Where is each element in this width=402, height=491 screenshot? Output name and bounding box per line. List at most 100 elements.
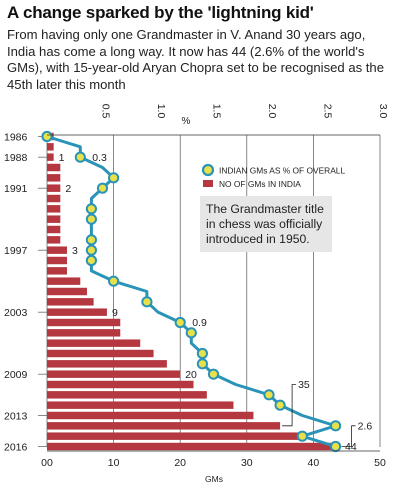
year-tick-label: 1988 <box>4 152 28 164</box>
bar <box>47 246 67 254</box>
line-marker <box>207 368 220 380</box>
line-marker <box>196 358 208 370</box>
line-marker <box>108 275 120 287</box>
line-marker <box>174 316 186 329</box>
year-tick-label: 2016 <box>4 441 28 453</box>
bottom-tick-label: 00 <box>41 457 53 469</box>
top-tick-label: 1.5 <box>211 104 223 119</box>
bar <box>47 205 61 213</box>
year-tick-label: 2013 <box>4 410 28 422</box>
bar <box>47 267 67 275</box>
line-markers <box>41 130 342 453</box>
bar-series <box>47 132 341 451</box>
line-marker <box>185 327 197 339</box>
bar <box>47 308 107 316</box>
bar <box>47 163 61 172</box>
bar <box>47 360 167 368</box>
callout-leader <box>341 425 356 447</box>
line-marker <box>41 130 53 143</box>
bar <box>47 339 141 347</box>
bottom-tick-label: 10 <box>108 457 120 469</box>
bar <box>47 184 61 192</box>
bar <box>47 401 234 409</box>
top-tick-label: 2.0 <box>266 104 278 119</box>
line-marker <box>85 234 98 246</box>
bar <box>47 153 54 161</box>
top-axis-label: % <box>182 116 191 127</box>
bar <box>47 432 301 440</box>
note-line: The Grandmaster title <box>206 202 324 216</box>
legend-line-marker <box>201 163 215 177</box>
bar <box>47 298 94 306</box>
data-label: 44 <box>345 441 357 453</box>
line-marker <box>96 182 109 194</box>
bar <box>47 318 121 327</box>
bar <box>47 174 61 182</box>
line-marker <box>85 244 98 256</box>
bar <box>47 194 61 203</box>
bar <box>47 380 194 389</box>
line-marker <box>263 389 275 401</box>
data-label: 2 <box>65 183 71 195</box>
line-marker <box>74 151 86 163</box>
callout-label: 35 <box>298 379 310 391</box>
note-line: introduced in 1950. <box>206 232 310 246</box>
data-label: 0.9 <box>192 317 207 329</box>
bar <box>47 287 87 296</box>
data-label: 1 <box>59 152 65 164</box>
year-tick-label: 1991 <box>4 183 28 195</box>
top-tick-label: 2.5 <box>322 104 334 119</box>
bar <box>47 277 81 285</box>
bar <box>47 370 181 378</box>
line-marker <box>330 420 342 432</box>
line-marker <box>85 203 98 215</box>
data-label: 9 <box>112 307 118 319</box>
line-marker <box>85 254 98 267</box>
top-tick-label: 3.0 <box>377 104 389 119</box>
legend-line-label: INDIAN GMs AS % OF OVERALL <box>219 166 345 176</box>
line-marker <box>196 347 208 360</box>
bar <box>47 225 61 234</box>
chart-subtitle: From having only one Grandmaster in V. A… <box>7 27 384 92</box>
data-label: 0.3 <box>92 152 107 164</box>
line-marker <box>274 399 286 411</box>
note-background <box>200 196 332 252</box>
bar <box>47 391 207 399</box>
legend: INDIAN GMs AS % OF OVERALL NO OF GMs IN … <box>201 163 345 189</box>
annotations: 1 2 3 9 20 44 0.3 0.9 35 2.6 <box>59 152 373 453</box>
bar <box>47 143 54 151</box>
note-box: The Grandmaster title in chess was offici… <box>200 196 332 252</box>
bottom-tick-label: 50 <box>374 457 386 469</box>
year-tick-label: 2003 <box>4 307 28 319</box>
line-marker <box>296 430 308 442</box>
legend-bar-swatch <box>203 180 213 187</box>
bar <box>47 442 341 451</box>
bar <box>47 411 254 420</box>
note-text: The Grandmaster title in chess was offici… <box>206 202 324 246</box>
top-tick-label: 0.5 <box>100 104 112 119</box>
line-marker <box>85 213 98 225</box>
line-marker <box>330 440 342 453</box>
line-marker <box>108 172 120 184</box>
year-tick-label: 2009 <box>4 369 28 381</box>
bottom-tick-label: 40 <box>308 457 320 469</box>
bar <box>47 349 154 358</box>
bottom-tick-label: 30 <box>241 457 253 469</box>
bar <box>47 256 67 265</box>
top-tick-label: 1.0 <box>155 104 167 119</box>
data-label: 20 <box>185 369 197 381</box>
line-marker <box>141 296 153 308</box>
legend-bar-label: NO OF GMs IN INDIA <box>219 179 301 189</box>
bar <box>47 329 121 337</box>
chart-title: A change sparked by the 'lightning kid' <box>7 3 314 22</box>
year-tick-label: 1986 <box>4 131 28 143</box>
data-label: 3 <box>72 245 78 257</box>
bar <box>47 422 281 430</box>
year-tick-label: 1997 <box>4 245 28 257</box>
bar <box>47 236 61 244</box>
bar <box>47 215 61 223</box>
note-line: in chess was officially <box>206 217 323 231</box>
bottom-tick-label: 20 <box>174 457 186 469</box>
